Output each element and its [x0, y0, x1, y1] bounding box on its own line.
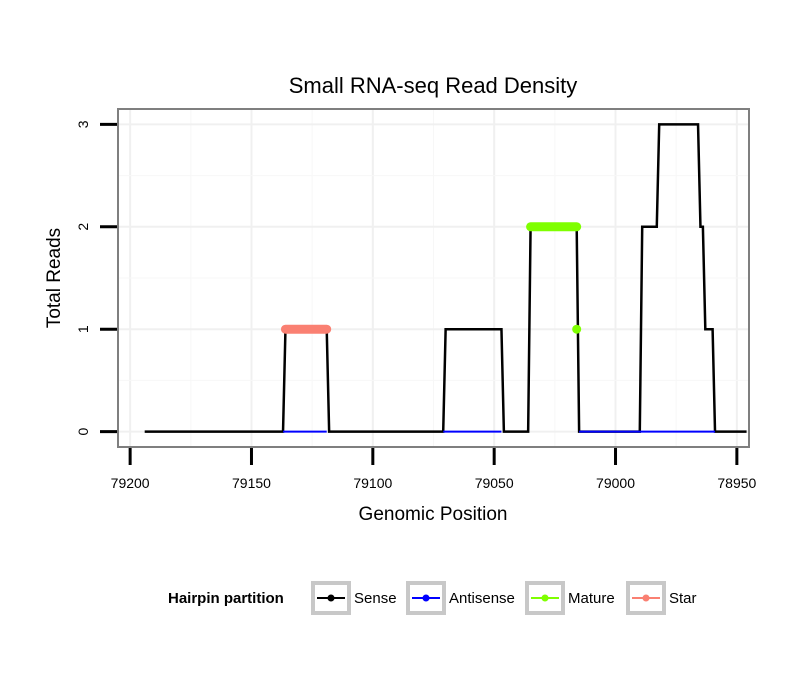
x-tick-label: 79000 — [596, 475, 635, 491]
y-tick-label: 3 — [75, 120, 91, 128]
chart-title: Small RNA-seq Read Density — [289, 73, 578, 98]
grid-lines — [119, 110, 748, 446]
x-axis: 79200 79150 79100 79050 79000 78950 — [111, 448, 757, 491]
legend-title: Hairpin partition — [168, 590, 284, 607]
y-axis-title: Total Reads — [44, 228, 65, 328]
x-tick-label: 78950 — [717, 475, 756, 491]
legend-key-dot — [422, 594, 430, 602]
legend-key-dot — [327, 594, 335, 602]
y-axis: 0 1 2 3 — [75, 120, 117, 436]
x-tick-label: 79050 — [475, 475, 514, 491]
y-tick-label: 2 — [75, 223, 91, 231]
x-axis-title: Genomic Position — [359, 504, 508, 525]
legend-key-sense — [311, 581, 351, 615]
series-mature-point — [572, 324, 582, 334]
legend-label-antisense: Antisense — [449, 590, 515, 607]
legend-label-sense: Sense — [354, 590, 397, 607]
legend: Hairpin partition Sense Antisense Mature St… — [168, 581, 697, 615]
y-tick-label: 0 — [75, 428, 91, 436]
x-tick-label: 79200 — [111, 475, 150, 491]
series-layer — [144, 123, 747, 433]
legend-key-dot — [642, 594, 650, 602]
y-tick-label: 1 — [75, 325, 91, 333]
legend-label-mature: Mature — [568, 590, 615, 607]
legend-key-dot — [541, 594, 549, 602]
x-tick-label: 79100 — [353, 475, 392, 491]
legend-label-star: Star — [669, 590, 697, 607]
x-tick-label: 79150 — [232, 475, 271, 491]
